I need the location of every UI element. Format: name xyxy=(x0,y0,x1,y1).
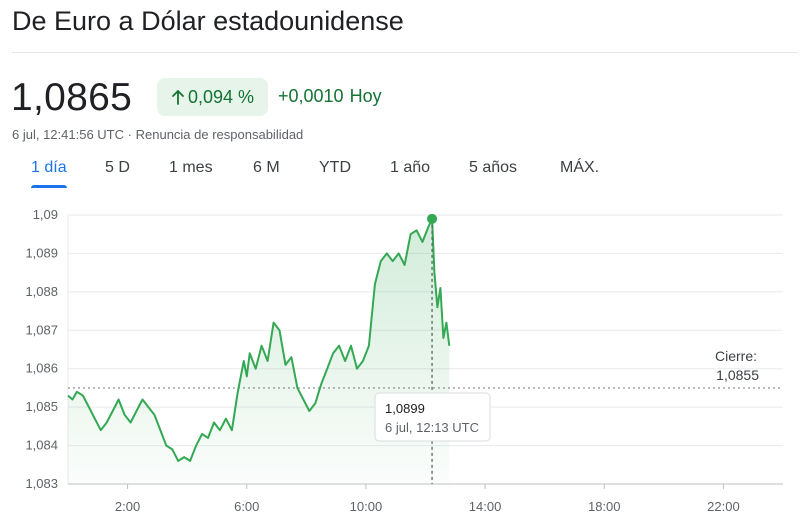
tooltip-time: 6 jul, 12:13 UTC xyxy=(385,420,479,435)
percent-change-value: 0,094 % xyxy=(187,86,255,107)
tab-1-month[interactable]: 1 mes xyxy=(169,159,213,176)
disclaimer-link[interactable]: Renuncia de responsabilidad xyxy=(135,127,304,142)
x-tick-label: 10:00 xyxy=(350,499,383,514)
hover-point xyxy=(427,213,438,224)
page-title: De Euro a Dólar estadounidense xyxy=(12,6,404,36)
absolute-change-suffix: Hoy xyxy=(349,86,382,106)
tab-1-year[interactable]: 1 año xyxy=(390,159,431,176)
series-area-fill xyxy=(68,218,450,485)
tab-5-years[interactable]: 5 años xyxy=(469,159,518,176)
tab-5-days[interactable]: 5 D xyxy=(105,159,130,176)
x-tick-label: 22:00 xyxy=(707,499,740,514)
percent-change-badge: 0,094 % xyxy=(157,78,268,116)
y-tick-label: 1,087 xyxy=(25,322,58,337)
y-tick-label: 1,083 xyxy=(25,476,58,491)
previous-close-label: Cierre: xyxy=(715,348,757,364)
y-axis-ticks: 1,083 1,084 1,085 1,086 1,087 1,088 1,089 1,09 xyxy=(25,207,58,491)
y-tick-label: 1,086 xyxy=(25,361,58,376)
x-tick-label: 6:00 xyxy=(234,499,259,514)
x-tick-label: 2:00 xyxy=(115,499,140,514)
y-tick-label: 1,089 xyxy=(25,245,58,260)
series-line xyxy=(67,217,451,462)
absolute-change: +0,0010 Hoy xyxy=(278,86,382,107)
y-tick-label: 1,09 xyxy=(33,207,58,222)
previous-close-value: 1,0855 xyxy=(716,367,759,383)
separator: · xyxy=(127,127,132,142)
up-arrow-icon xyxy=(172,90,184,105)
timestamp-line: 6 jul, 12:41:56 UTC · Renuncia de respon… xyxy=(12,127,303,142)
tooltip-box xyxy=(374,392,491,442)
tab-max[interactable]: MÁX. xyxy=(560,159,600,176)
timestamp: 6 jul, 12:41:56 UTC xyxy=(12,127,125,142)
tab-ytd[interactable]: YTD xyxy=(319,159,351,176)
x-tick-label: 14:00 xyxy=(469,499,502,514)
tooltip-value: 1,0899 xyxy=(385,401,425,416)
tab-6-months[interactable]: 6 M xyxy=(253,159,280,176)
range-tabs: 1 día 5 D 1 mes 6 M YTD 1 año 5 años MÁX… xyxy=(0,150,800,190)
tab-1-day[interactable]: 1 día xyxy=(31,150,67,188)
header-divider xyxy=(12,52,798,53)
x-axis-ticks: 2:00 6:00 10:00 14:00 18:00 22:00 xyxy=(115,484,740,514)
absolute-change-value: +0,0010 xyxy=(278,86,344,106)
y-tick-label: 1,084 xyxy=(25,438,58,453)
y-tick-label: 1,085 xyxy=(25,399,58,414)
y-tick-label: 1,088 xyxy=(25,284,58,299)
x-tick-label: 18:00 xyxy=(588,499,621,514)
hover-tooltip: 1,0899 6 jul, 12:13 UTC xyxy=(374,392,491,442)
current-price: 1,0865 xyxy=(11,76,133,119)
